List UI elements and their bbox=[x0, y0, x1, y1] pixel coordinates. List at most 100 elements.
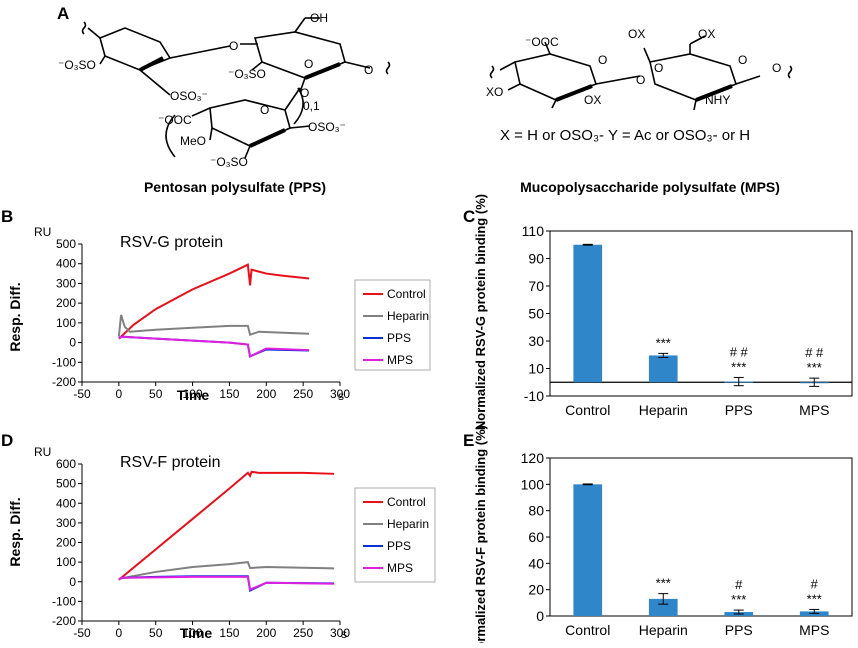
significance-mark: *** bbox=[731, 359, 746, 374]
pps-label: O bbox=[364, 63, 373, 77]
y-tick-label: -200 bbox=[52, 614, 76, 628]
significance-mark: # # bbox=[730, 344, 749, 359]
y-tick-label: 200 bbox=[56, 296, 76, 310]
chart-d-xlabel: Time bbox=[180, 625, 213, 641]
series-line-mps bbox=[118, 575, 335, 592]
pps-labels: OH ⁻O₃SO OSO₃⁻ O ⁻O₃SO O 0,1 ⁻OOC O O OS… bbox=[58, 11, 373, 169]
y-tick-label: 90 bbox=[528, 251, 544, 267]
chart-b-yunit: RU bbox=[34, 225, 51, 239]
series-line-control bbox=[118, 263, 310, 340]
chart-b-xunit: s bbox=[338, 389, 344, 403]
panel-label-a: A bbox=[57, 4, 69, 23]
x-tick-label: 50 bbox=[149, 626, 163, 640]
y-tick-label: 60 bbox=[528, 529, 544, 545]
y-tick-label: 120 bbox=[521, 450, 545, 466]
x-tick-label: 200 bbox=[256, 387, 276, 401]
mps-label: O bbox=[598, 53, 607, 67]
significance-mark: *** bbox=[807, 591, 822, 606]
chart-c: C Normalized RSV-G protein binding (%) -… bbox=[463, 194, 853, 430]
legend-label-heparin: Heparin bbox=[387, 517, 429, 531]
mps-label: O bbox=[772, 61, 781, 75]
chart-b-ylabel: Resp. Diff. bbox=[7, 282, 23, 351]
y-tick-label: 400 bbox=[56, 496, 76, 510]
y-tick-label: 600 bbox=[56, 457, 76, 471]
category-label: Control bbox=[565, 402, 610, 418]
significance-mark: # # bbox=[805, 345, 824, 360]
y-tick-label: 30 bbox=[528, 333, 544, 349]
chart-e: E Normalized RSV-F protein binding (%) 0… bbox=[463, 425, 853, 648]
x-tick-label: 150 bbox=[219, 387, 239, 401]
mps-label: ⁻OOC bbox=[525, 35, 559, 49]
x-tick-label: 100 bbox=[183, 626, 203, 640]
bar-heparin bbox=[648, 355, 678, 383]
panel-a: A bbox=[57, 4, 793, 195]
y-tick-label: -10 bbox=[524, 388, 544, 404]
x-tick-label: 100 bbox=[183, 387, 203, 401]
y-tick-label: 10 bbox=[528, 361, 544, 377]
y-tick-label: 70 bbox=[528, 278, 544, 294]
x-tick-label: 150 bbox=[219, 626, 239, 640]
mps-labels: ⁻OOC OX OX O O O XO OX O NHY O bbox=[486, 27, 781, 107]
x-tick-label: -50 bbox=[73, 626, 91, 640]
y-tick-label: 0 bbox=[536, 608, 544, 624]
y-tick-label: -100 bbox=[52, 594, 76, 608]
x-tick-label: 0 bbox=[116, 626, 123, 640]
significance-mark: *** bbox=[656, 576, 671, 591]
series-line-heparin bbox=[117, 314, 310, 337]
pps-label: O bbox=[229, 39, 238, 53]
pps-label: ⁻O₃SO bbox=[228, 67, 266, 81]
mps-structure bbox=[489, 35, 793, 111]
y-tick-label: 300 bbox=[56, 276, 76, 290]
category-label: Control bbox=[565, 622, 610, 638]
mps-label: NHY bbox=[705, 93, 730, 107]
y-tick-label: 80 bbox=[528, 503, 544, 519]
mps-label: O bbox=[636, 73, 645, 87]
mps-label: OX bbox=[628, 27, 645, 41]
category-label: MPS bbox=[799, 402, 829, 418]
legend-label-control: Control bbox=[387, 495, 426, 509]
x-tick-label: 300 bbox=[330, 387, 350, 401]
series-line-control bbox=[118, 470, 335, 581]
panel-label-e: E bbox=[463, 431, 474, 450]
mps-label: XO bbox=[486, 85, 503, 99]
pps-label: ⁻OOC bbox=[158, 113, 192, 127]
y-tick-label: 100 bbox=[521, 476, 545, 492]
chart-d: D RSV-F protein RU Resp. Diff. Time s -2… bbox=[1, 431, 436, 641]
x-tick-label: 0 bbox=[116, 387, 123, 401]
panel-label-d: D bbox=[1, 431, 13, 450]
x-tick-label: 250 bbox=[293, 387, 313, 401]
y-tick-label: 500 bbox=[56, 477, 76, 491]
pps-label: O bbox=[304, 57, 313, 71]
y-tick-label: 100 bbox=[56, 555, 76, 569]
y-tick-label: 100 bbox=[56, 316, 76, 330]
category-label: PPS bbox=[725, 402, 753, 418]
significance-mark: *** bbox=[807, 360, 822, 375]
y-tick-label: 50 bbox=[528, 306, 544, 322]
pps-label: OSO₃⁻ bbox=[170, 89, 208, 103]
mps-name: Mucopolysaccharide polysulfate (MPS) bbox=[520, 179, 780, 195]
series-line-mps bbox=[118, 335, 310, 358]
significance-mark: *** bbox=[656, 335, 671, 350]
pps-label: O bbox=[260, 103, 269, 117]
x-tick-label: -50 bbox=[73, 387, 91, 401]
pps-label: OH bbox=[310, 11, 328, 25]
pps-label: 0,1 bbox=[303, 99, 320, 113]
pps-structure bbox=[81, 17, 391, 159]
mps-label: O bbox=[738, 53, 747, 67]
x-tick-label: 300 bbox=[330, 626, 350, 640]
bar-heparin bbox=[648, 598, 678, 616]
category-label: Heparin bbox=[639, 402, 688, 418]
chart-d-ylabel: Resp. Diff. bbox=[7, 497, 23, 566]
x-tick-label: 250 bbox=[293, 626, 313, 640]
pps-label: ⁻O₃SO bbox=[58, 58, 96, 72]
chart-b-title: RSV-G protein bbox=[120, 234, 223, 251]
y-tick-label: 110 bbox=[522, 223, 545, 239]
x-tick-label: 200 bbox=[256, 626, 276, 640]
chart-b-legend: Control Heparin PPS MPS bbox=[354, 279, 431, 371]
pps-label: O bbox=[300, 86, 309, 100]
mps-substituent-legend: X = H or OSO₃- Y = Ac or OSO₃- or H bbox=[500, 127, 750, 144]
significance-mark: # bbox=[735, 577, 743, 592]
category-label: MPS bbox=[799, 622, 829, 638]
y-tick-label: 500 bbox=[56, 237, 76, 251]
